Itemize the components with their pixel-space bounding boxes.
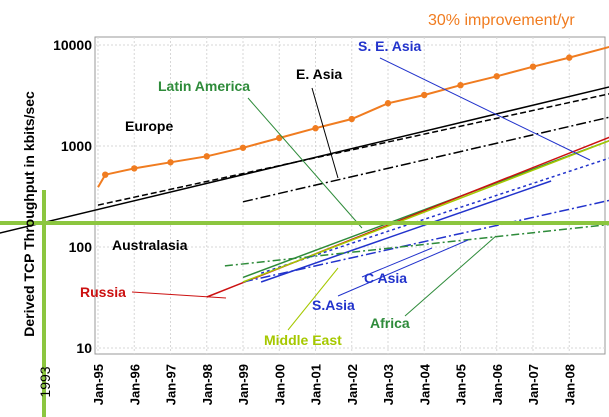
series-label-australasia: Australasia	[112, 237, 188, 253]
series-label-latin-america: Latin America	[158, 78, 250, 94]
trend-point	[457, 81, 464, 89]
x-tick-label: Jan-00	[272, 364, 287, 405]
series-label-s-e-asia: S. E. Asia	[358, 38, 422, 54]
series-line-e-asia	[242, 116, 609, 203]
trend-point	[384, 100, 392, 107]
trend-point	[421, 91, 428, 99]
trend-point	[203, 153, 210, 160]
series-label-russia: Russia	[80, 284, 126, 300]
pointer-middle-east	[287, 267, 339, 331]
x-tick-label: Jan-05	[454, 364, 469, 405]
x-tick-label: Jan-02	[345, 364, 360, 405]
x-tick-label: Jan-96	[127, 364, 142, 405]
y-tick-labels: 10 100 1000 10000	[53, 37, 92, 356]
x-tick-label: Jan-08	[562, 364, 577, 405]
series-label-s-asia: S.Asia	[312, 297, 355, 313]
series-label-africa: Africa	[370, 315, 410, 331]
series-line-australasia	[0, 86, 609, 234]
trend-point	[167, 159, 174, 166]
trend-point	[348, 115, 355, 123]
series-labels: Europe E. Asia Australasia Latin America S. …	[80, 38, 422, 348]
y-tick-label: 10000	[53, 37, 92, 53]
pointer-s-asia	[337, 239, 469, 297]
trend-point	[102, 171, 109, 178]
y-tick-label: 10	[76, 340, 92, 356]
trend-point	[529, 63, 537, 70]
trend-point	[276, 134, 283, 142]
year-marker-label: 1993	[37, 366, 53, 397]
series-label-middle-east: Middle East	[264, 332, 342, 348]
trend-line	[97, 45, 609, 188]
trend-label: 30% improvement/yr	[428, 12, 575, 29]
series-label-c-asia: C Asia	[364, 270, 407, 286]
series-line-s-asia	[242, 199, 609, 283]
pointer-africa	[404, 235, 497, 317]
x-tick-label: Jan-01	[309, 364, 324, 405]
series-label-europe: Europe	[125, 118, 173, 134]
trend-point	[493, 73, 500, 80]
series-label-e-asia: E. Asia	[296, 66, 342, 82]
trend-point	[131, 165, 138, 172]
series-line-africa	[224, 223, 609, 267]
series-layer	[0, 45, 609, 298]
gridlines	[95, 37, 605, 354]
x-tick-label: Jan-98	[200, 364, 215, 405]
x-tick-labels: Jan-95 Jan-96 Jan-97 Jan-98 Jan-99 Jan-00 Jan-…	[91, 363, 577, 405]
y-tick-label: 100	[69, 239, 93, 255]
series-line-c-asia	[260, 180, 552, 283]
x-tick-label: Jan-95	[91, 364, 106, 405]
y-tick-label: 1000	[61, 138, 92, 154]
series-line-middle-east	[242, 140, 609, 283]
pointer-e-asia	[311, 87, 339, 179]
pointer-c-asia	[361, 247, 433, 278]
x-tick-label: Jan-97	[164, 364, 179, 405]
trend-point	[566, 54, 573, 61]
x-tick-label: Jan-03	[381, 364, 396, 405]
x-tick-label: Jan-07	[526, 364, 541, 405]
pointer-russia	[131, 291, 227, 299]
markers-layer	[102, 54, 573, 178]
x-tick-label: Jan-99	[236, 364, 251, 405]
label-pointers	[131, 57, 591, 331]
pointer-s-e-asia	[379, 57, 591, 161]
pointer-latin-america	[247, 97, 363, 229]
trend-point	[239, 144, 247, 151]
y-axis-label: Derived TCP Throughput in kbits/sec	[21, 91, 37, 337]
trend-point	[312, 125, 319, 132]
x-tick-label: Jan-06	[490, 364, 505, 405]
x-tick-label: Jan-04	[417, 363, 432, 405]
series-line-s-e-asia	[260, 157, 609, 274]
plot-frame	[94, 36, 606, 355]
series-line-europe	[97, 93, 609, 206]
